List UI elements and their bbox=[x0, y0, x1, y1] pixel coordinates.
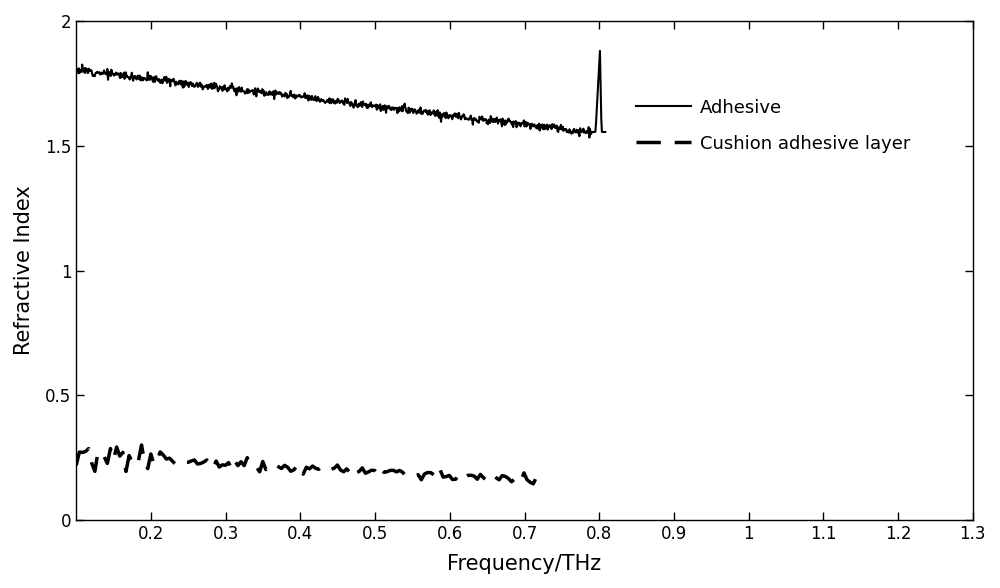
Cushion adhesive layer bbox=[136, 442, 148, 449]
Cushion adhesive layer bbox=[533, 477, 545, 484]
Cushion adhesive layer bbox=[527, 480, 539, 487]
Adhesive bbox=[471, 118, 483, 125]
Adhesive bbox=[70, 65, 82, 72]
X-axis label: Frequency/THz: Frequency/THz bbox=[447, 554, 602, 574]
Adhesive bbox=[526, 120, 538, 127]
Cushion adhesive layer bbox=[257, 458, 269, 465]
Adhesive bbox=[103, 69, 115, 76]
Line: Cushion adhesive layer: Cushion adhesive layer bbox=[76, 445, 539, 484]
Cushion adhesive layer bbox=[316, 463, 328, 470]
Cushion adhesive layer bbox=[456, 470, 468, 477]
Adhesive bbox=[407, 109, 419, 116]
Legend: Adhesive, Cushion adhesive layer: Adhesive, Cushion adhesive layer bbox=[627, 90, 919, 162]
Adhesive bbox=[583, 134, 595, 141]
Adhesive bbox=[594, 47, 606, 54]
Adhesive bbox=[377, 106, 389, 113]
Y-axis label: Refractive Index: Refractive Index bbox=[14, 186, 34, 355]
Line: Adhesive: Adhesive bbox=[76, 51, 605, 138]
Cushion adhesive layer bbox=[335, 466, 347, 473]
Cushion adhesive layer bbox=[394, 467, 406, 474]
Adhesive bbox=[391, 109, 403, 116]
Cushion adhesive layer bbox=[70, 462, 82, 469]
Cushion adhesive layer bbox=[226, 465, 238, 472]
Adhesive bbox=[599, 128, 611, 135]
